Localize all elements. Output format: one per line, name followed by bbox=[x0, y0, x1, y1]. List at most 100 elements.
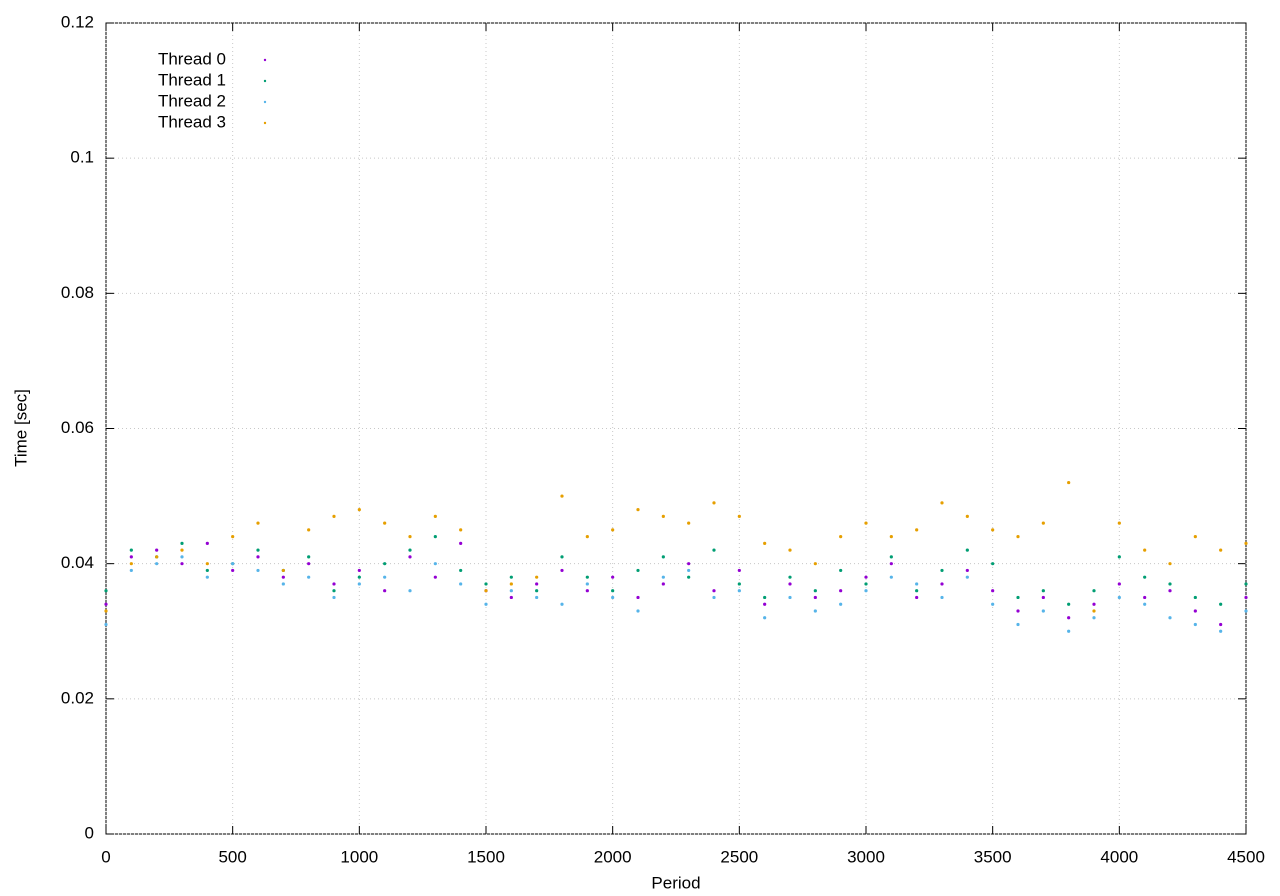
data-point bbox=[155, 555, 159, 559]
data-point bbox=[408, 555, 412, 559]
data-point bbox=[1143, 548, 1147, 552]
data-point bbox=[712, 501, 716, 505]
data-point bbox=[687, 521, 691, 525]
data-point bbox=[205, 541, 209, 545]
x-tick-label: 0 bbox=[101, 847, 110, 866]
y-tick-label: 0.04 bbox=[61, 553, 94, 572]
data-point bbox=[991, 589, 995, 593]
data-point bbox=[155, 548, 159, 552]
data-point bbox=[687, 568, 691, 573]
legend-label: Thread 0 bbox=[158, 49, 226, 68]
data-point bbox=[129, 562, 133, 566]
data-point bbox=[889, 562, 893, 566]
data-point bbox=[509, 595, 513, 600]
x-tick-label: 500 bbox=[218, 847, 246, 866]
data-point bbox=[712, 595, 716, 600]
x-tick-label: 4500 bbox=[1227, 847, 1265, 866]
data-point bbox=[915, 582, 919, 586]
data-point bbox=[1193, 595, 1197, 600]
data-point bbox=[889, 535, 893, 539]
data-point bbox=[383, 521, 387, 525]
data-point bbox=[307, 528, 311, 532]
data-point bbox=[256, 568, 260, 573]
data-point bbox=[889, 555, 893, 559]
data-point bbox=[940, 501, 944, 505]
legend-marker bbox=[263, 58, 267, 62]
data-point bbox=[1219, 622, 1223, 627]
data-point bbox=[383, 575, 387, 579]
y-tick-label: 0.1 bbox=[70, 148, 94, 167]
data-point bbox=[965, 568, 969, 573]
data-point bbox=[1016, 595, 1020, 600]
data-point bbox=[585, 575, 589, 579]
data-point bbox=[180, 555, 184, 559]
data-point bbox=[383, 589, 387, 593]
y-axis-title: Time [sec] bbox=[11, 389, 30, 467]
data-point bbox=[205, 575, 209, 579]
data-point bbox=[281, 575, 285, 579]
data-point bbox=[231, 568, 235, 573]
x-tick-label: 3000 bbox=[847, 847, 885, 866]
data-point bbox=[535, 582, 539, 586]
data-point bbox=[1092, 609, 1096, 613]
data-point bbox=[661, 582, 665, 586]
data-point bbox=[484, 602, 488, 606]
data-point bbox=[560, 555, 564, 559]
data-point bbox=[357, 582, 361, 586]
data-point bbox=[307, 555, 311, 559]
data-point bbox=[788, 595, 792, 600]
data-point bbox=[535, 575, 539, 579]
data-point bbox=[788, 548, 792, 552]
data-point bbox=[433, 575, 437, 579]
data-point bbox=[459, 528, 463, 532]
data-point bbox=[737, 589, 741, 593]
data-point bbox=[712, 589, 716, 593]
data-point bbox=[991, 602, 995, 606]
data-point bbox=[1117, 555, 1121, 559]
data-point bbox=[1143, 595, 1147, 600]
data-point bbox=[813, 589, 817, 593]
data-point bbox=[408, 548, 412, 552]
data-point bbox=[839, 589, 843, 593]
data-point bbox=[1092, 589, 1096, 593]
data-point bbox=[585, 582, 589, 586]
data-point bbox=[256, 521, 260, 525]
y-tick-label: 0.06 bbox=[61, 418, 94, 437]
data-point bbox=[737, 514, 741, 518]
data-point bbox=[408, 589, 412, 593]
data-point bbox=[129, 555, 133, 559]
data-point bbox=[1016, 609, 1020, 613]
data-point bbox=[1041, 521, 1045, 525]
data-point bbox=[813, 562, 817, 566]
data-point bbox=[1117, 582, 1121, 586]
data-point bbox=[636, 609, 640, 613]
data-point bbox=[1143, 602, 1147, 606]
data-point bbox=[661, 514, 665, 518]
data-point bbox=[763, 541, 767, 545]
data-point bbox=[915, 589, 919, 593]
data-point bbox=[1016, 535, 1020, 539]
data-point bbox=[1143, 575, 1147, 579]
data-point bbox=[155, 562, 159, 566]
data-point bbox=[763, 595, 767, 600]
data-point bbox=[357, 568, 361, 573]
data-point bbox=[332, 589, 336, 593]
data-point bbox=[1117, 521, 1121, 525]
data-point bbox=[788, 582, 792, 586]
data-point bbox=[763, 616, 767, 620]
data-point bbox=[687, 562, 691, 566]
x-tick-label: 4000 bbox=[1100, 847, 1138, 866]
data-point bbox=[965, 548, 969, 552]
data-point bbox=[205, 562, 209, 566]
data-point bbox=[1168, 562, 1172, 566]
data-point bbox=[180, 562, 184, 566]
data-point bbox=[940, 568, 944, 573]
data-point bbox=[839, 602, 843, 606]
legend-marker bbox=[263, 79, 267, 83]
data-point bbox=[1244, 595, 1248, 600]
data-point bbox=[864, 589, 868, 593]
data-point bbox=[940, 595, 944, 600]
data-point bbox=[357, 575, 361, 579]
data-point bbox=[1041, 609, 1045, 613]
x-tick-label: 3500 bbox=[974, 847, 1012, 866]
